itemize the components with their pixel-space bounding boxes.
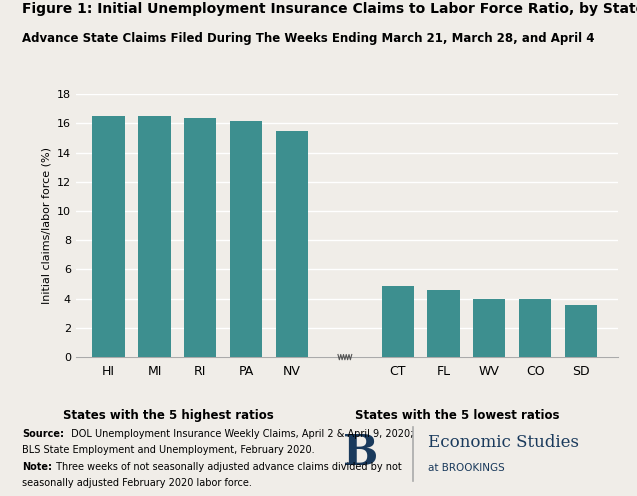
Text: States with the 5 highest ratios: States with the 5 highest ratios — [63, 409, 273, 422]
Text: BLS State Employment and Unemployment, February 2020.: BLS State Employment and Unemployment, F… — [22, 445, 315, 455]
Text: at BROOKINGS: at BROOKINGS — [428, 463, 505, 473]
Text: Source:: Source: — [22, 429, 64, 439]
Text: DOL Unemployment Insurance Weekly Claims, April 2 & April 9, 2020;: DOL Unemployment Insurance Weekly Claims… — [68, 429, 413, 439]
Text: B: B — [343, 432, 378, 474]
Text: Economic Studies: Economic Studies — [428, 434, 579, 451]
Bar — [519, 299, 552, 357]
Bar — [473, 299, 506, 357]
Bar — [92, 116, 125, 357]
Text: seasonally adjusted February 2020 labor force.: seasonally adjusted February 2020 labor … — [22, 478, 252, 488]
Y-axis label: Initial claims/labor force (%): Initial claims/labor force (%) — [41, 147, 51, 304]
Text: Note:: Note: — [22, 462, 52, 472]
Bar — [230, 121, 262, 357]
Bar — [565, 305, 598, 357]
Text: States with the 5 lowest ratios: States with the 5 lowest ratios — [355, 409, 559, 422]
Text: Figure 1: Initial Unemployment Insurance Claims to Labor Force Ratio, by State: Figure 1: Initial Unemployment Insurance… — [22, 2, 637, 16]
Text: Three weeks of not seasonally adjusted advance claims divided by not: Three weeks of not seasonally adjusted a… — [53, 462, 401, 472]
Bar — [138, 116, 171, 357]
Bar — [382, 286, 413, 357]
Bar — [184, 118, 217, 357]
Bar — [276, 131, 308, 357]
Text: Advance State Claims Filed During The Weeks Ending March 21, March 28, and April: Advance State Claims Filed During The We… — [22, 32, 595, 45]
Bar — [427, 290, 459, 357]
